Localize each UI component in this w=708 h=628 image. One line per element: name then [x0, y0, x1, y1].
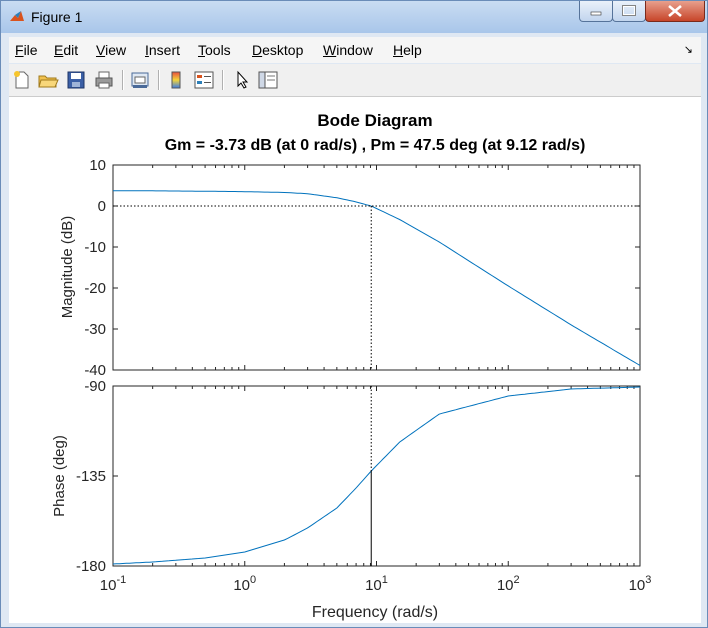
magnitude-curve — [113, 190, 641, 366]
toolbar — [9, 64, 701, 97]
edit-plot-pointer-icon[interactable] — [231, 69, 253, 91]
phase-curve — [112, 386, 641, 565]
menu-window[interactable]: Window — [323, 42, 373, 58]
legend-icon[interactable] — [193, 69, 215, 91]
menu-bar: File Edit View Insert Tools Desktop Wind… — [9, 37, 701, 63]
y-tick-label: -135 — [76, 468, 106, 485]
phase-axis-label: Phase (deg) — [51, 435, 68, 517]
colorbar-icon[interactable] — [165, 69, 187, 91]
new-figure-icon[interactable] — [11, 69, 33, 91]
matlab-logo-icon — [10, 11, 24, 21]
minimize-icon — [590, 11, 602, 16]
y-tick-label: -20 — [84, 280, 106, 297]
dock-arrow-icon[interactable]: ↘ — [683, 44, 693, 56]
menu-view[interactable]: View — [96, 42, 127, 58]
minimize-button[interactable] — [579, 1, 613, 22]
phase-axes-box — [112, 385, 641, 567]
print-icon[interactable] — [93, 69, 115, 91]
close-icon — [668, 5, 682, 17]
y-tick-label: 0 — [98, 198, 106, 215]
magnitude-axis-label: Magnitude (dB) — [59, 216, 76, 319]
x-tick-label: 10-1 — [100, 574, 126, 594]
chart-title: Bode Diagram — [317, 111, 432, 130]
toolbar-separator — [158, 70, 160, 90]
maximize-icon — [622, 5, 636, 16]
y-tick-label: -30 — [84, 321, 106, 338]
close-button[interactable] — [645, 1, 705, 22]
menu-insert[interactable]: Insert — [145, 42, 181, 58]
x-tick-label: 103 — [629, 574, 652, 594]
chart-subtitle: Gm = -3.73 dB (at 0 rad/s) , Pm = 47.5 d… — [165, 137, 586, 154]
menu-help[interactable]: Help — [393, 42, 422, 58]
save-icon[interactable] — [65, 69, 87, 91]
maximize-button[interactable] — [612, 1, 646, 22]
x-tick-label: 101 — [365, 574, 388, 594]
y-tick-label: -180 — [76, 558, 106, 575]
y-tick-label: 10 — [89, 157, 106, 174]
y-tick-label: -90 — [84, 378, 106, 395]
menu-edit[interactable]: Edit — [54, 42, 79, 58]
magnitude-axes-box — [112, 164, 641, 371]
frequency-axis-label: Frequency (rad/s) — [312, 604, 438, 621]
x-tick-label: 102 — [497, 574, 520, 594]
menu-file[interactable]: File — [15, 42, 38, 58]
menu-tools[interactable]: Tools — [198, 42, 231, 58]
print-preview-icon[interactable] — [129, 69, 151, 91]
window-title: Figure 1 — [31, 9, 83, 25]
toolbar-separator — [222, 70, 224, 90]
bode-plot: Bode Diagram Gm = -3.73 dB (at 0 rad/s) … — [51, 111, 651, 621]
menu-desktop[interactable]: Desktop — [252, 42, 304, 58]
x-tick-label: 100 — [233, 574, 256, 594]
figure-canvas: Bode Diagram Gm = -3.73 dB (at 0 rad/s) … — [9, 97, 701, 623]
y-tick-label: -40 — [84, 362, 106, 379]
open-file-icon[interactable] — [37, 69, 59, 91]
toolbar-separator — [122, 70, 124, 90]
plot-browser-icon[interactable] — [257, 69, 279, 91]
title-bar[interactable]: Figure 1 — [1, 1, 707, 33]
y-tick-label: -10 — [84, 239, 106, 256]
